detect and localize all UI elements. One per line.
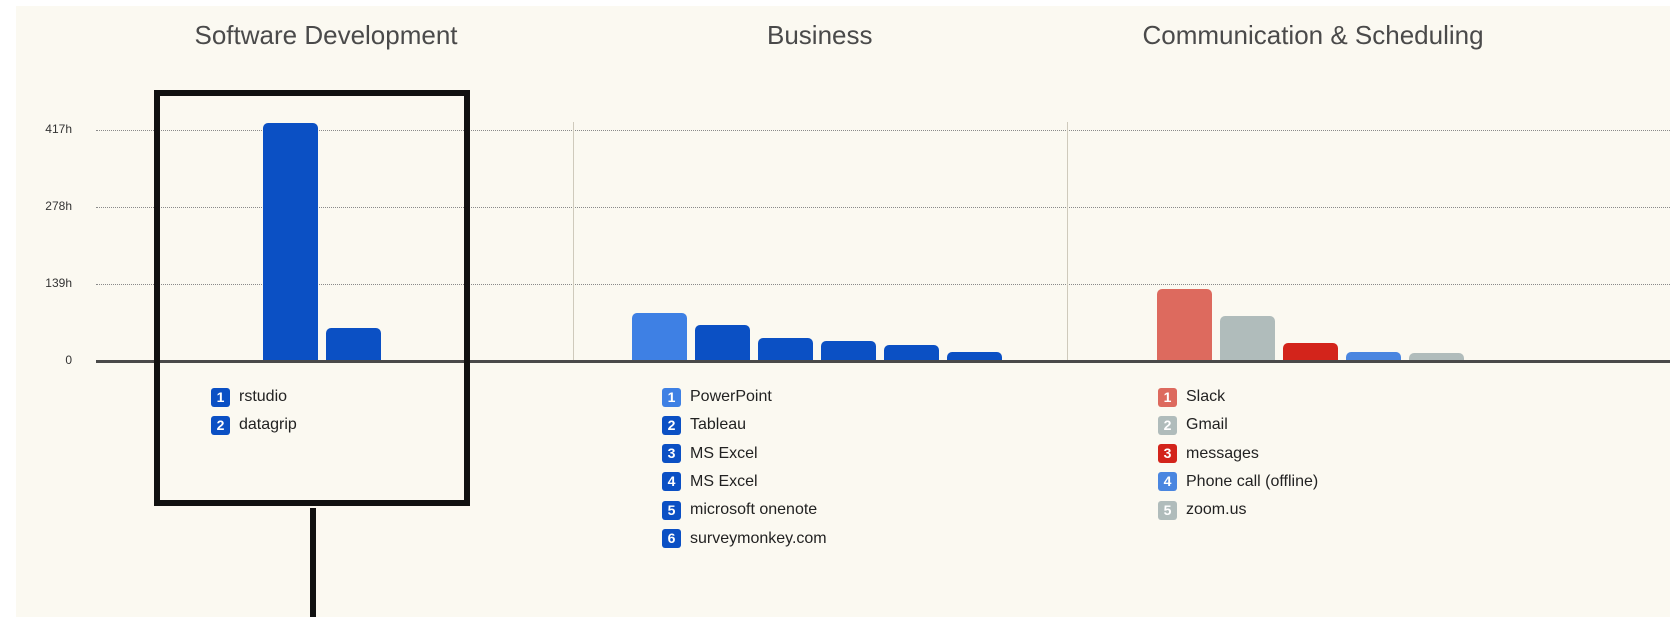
zero-baseline [96,360,1670,363]
legend-label: MS Excel [690,444,758,462]
bar [884,345,939,361]
legend-label: datagrip [239,416,297,434]
legend-label: Phone call (offline) [1186,472,1319,490]
bar [1283,343,1338,361]
legend-rank-badge: 4 [1158,472,1177,492]
bar [1409,353,1464,361]
legend-label: Tableau [690,416,747,434]
legend-item: 5 microsoft onenote [662,499,817,521]
legend-label: surveymonkey.com [690,529,827,547]
legend-rank-badge: 1 [1158,387,1177,407]
legend-label: messages [1186,444,1259,462]
pointer-line [310,508,316,617]
highlight-box [154,90,470,506]
legend-item: 4 Phone call (offline) [1158,471,1318,493]
group-separator [573,122,574,361]
legend-item: 4 MS Excel [662,471,758,493]
legend-label: MS Excel [690,472,758,490]
legend-rank-badge: 4 [662,472,681,492]
bar [632,313,687,361]
group-separator [1067,122,1068,361]
legend-item: 1 Slack [1158,386,1225,408]
bar [1220,316,1275,361]
legend-item: 3 messages [1158,443,1259,465]
legend-rank-badge: 3 [1158,444,1177,464]
category-title: Communication & Scheduling [1142,20,1484,50]
legend-item: 3 MS Excel [662,443,758,465]
gridline [96,284,1670,285]
legend-rank-badge: 2 [211,415,230,435]
bar [758,337,813,361]
legend-item: 2 datagrip [211,414,297,436]
legend-rank-badge: 2 [662,415,681,435]
y-tick-label: 417h [45,122,72,136]
legend-rank-badge: 2 [1158,415,1177,435]
legend-item: 1 rstudio [211,386,287,408]
category-title: Business [767,20,873,50]
legend-rank-badge: 1 [662,387,681,407]
bar [695,324,750,361]
y-tick-label: 278h [45,199,72,213]
gridline [96,207,1670,208]
bar [326,327,381,361]
legend-rank-badge: 1 [211,387,230,407]
legend-label: microsoft onenote [690,501,818,519]
bar [947,351,1002,361]
legend-rank-badge: 6 [662,529,681,548]
legend-item: 5 zoom.us [1158,499,1246,521]
legend-label: Gmail [1186,416,1228,434]
bar [821,341,876,361]
bar [263,122,318,361]
legend-item: 6 surveymonkey.com [662,528,827,550]
y-tick-label: 139h [45,276,72,290]
category-title: Software Development [194,20,458,50]
legend-label: rstudio [239,388,288,405]
bar [1157,288,1212,361]
legend-item: 2 Tableau [662,414,746,436]
legend-label: Slack [1186,388,1226,405]
legend-rank-badge: 5 [1158,500,1177,520]
legend-rank-badge: 5 [662,500,681,520]
legend-rank-badge: 3 [662,444,681,464]
legend-item: 2 Gmail [1158,414,1228,436]
bar [1346,352,1401,361]
legend-label: zoom.us [1186,501,1247,519]
legend-label: PowerPoint [690,388,772,405]
gridline [96,130,1670,131]
y-tick-label: 0 [65,353,72,367]
legend-item: 1 PowerPoint [662,386,772,408]
